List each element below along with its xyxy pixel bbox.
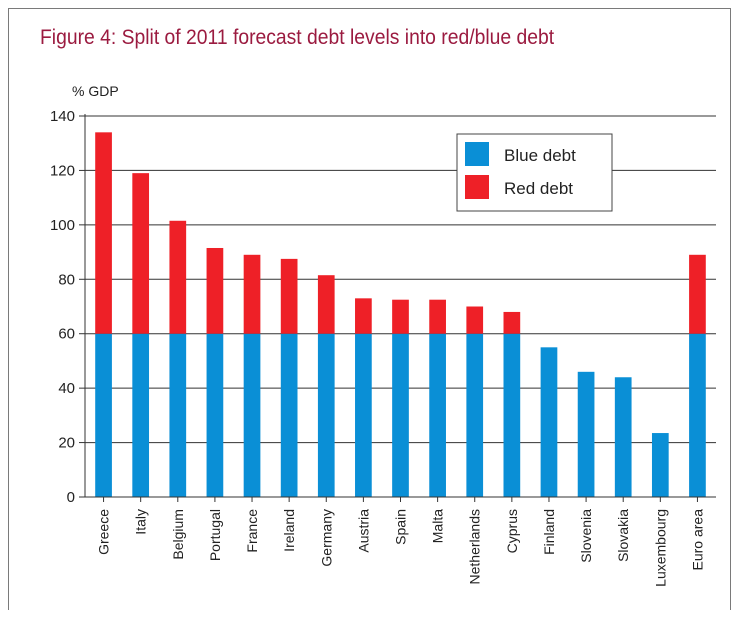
blue-debt-bar-malta <box>429 333 446 497</box>
red-debt-bar-italy <box>132 173 150 334</box>
blue-debt-bar-luxembourg <box>651 433 669 497</box>
chart-title: Figure 4: Split of 2011 forecast debt le… <box>40 26 555 49</box>
blue-debt-bar-italy <box>132 333 150 497</box>
legend-label-blue: Blue debt <box>504 146 576 165</box>
blue-debt-bar-portugal <box>206 333 224 497</box>
blue-debt-bar-cyprus <box>503 333 521 497</box>
blue-debt-bar-slovakia <box>614 377 632 497</box>
blue-debt-bar-germany <box>317 333 335 497</box>
y-tick-label: 100 <box>50 217 75 234</box>
red-debt-bar-france <box>243 254 261 334</box>
y-tick-label: 0 <box>67 489 75 506</box>
red-debt-bar-ireland <box>280 258 298 334</box>
x-tick-label: Netherlands <box>467 509 483 585</box>
x-tick-label: Portugal <box>207 509 223 561</box>
x-tick-label: Italy <box>133 509 149 535</box>
blue-debt-bar-euro-area <box>689 333 706 497</box>
x-tick-label: Belgium <box>170 509 186 560</box>
x-tick-label: Euro area <box>689 509 705 571</box>
blue-debt-bar-austria <box>355 333 372 497</box>
x-tick-label: Luxembourg <box>652 509 668 587</box>
red-debt-bar-belgium <box>169 220 187 334</box>
red-debt-bar-austria <box>355 298 372 334</box>
red-debt-bar-malta <box>429 299 446 334</box>
bars <box>95 132 706 497</box>
red-debt-bar-euro-area <box>689 254 706 334</box>
x-tick-label: Germany <box>318 509 334 567</box>
x-tick-label: Greece <box>96 509 112 555</box>
blue-debt-bar-spain <box>392 333 409 497</box>
blue-debt-bar-belgium <box>169 333 187 497</box>
x-tick-label: Cyprus <box>504 509 520 553</box>
x-tick-label: Austria <box>355 509 371 553</box>
y-tick-label: 40 <box>58 380 75 397</box>
x-tick-label: Spain <box>393 509 409 545</box>
x-tick-label: Slovakia <box>615 509 631 562</box>
y-tick-label: 60 <box>58 326 75 343</box>
axes: 0 20 40 60 80 100 120 140 Greece Italy Belgium Port… <box>50 108 716 587</box>
blue-debt-bar-slovenia <box>577 371 595 497</box>
x-tick-label: Slovenia <box>578 509 594 563</box>
y-tick-label: 20 <box>58 435 75 452</box>
x-tick-label: Malta <box>430 509 446 543</box>
blue-debt-bar-france <box>243 333 261 497</box>
blue-debt-bar-finland <box>540 347 558 497</box>
legend-label-red: Red debt <box>504 179 573 198</box>
x-tick-label: France <box>244 509 260 553</box>
y-tick-label: 120 <box>50 162 75 179</box>
red-debt-bar-greece <box>95 132 112 334</box>
x-tick-label: Ireland <box>281 509 297 552</box>
red-debt-bar-netherlands <box>466 306 484 334</box>
y-tick-label: 140 <box>50 108 75 125</box>
blue-debt-bar-greece <box>95 333 112 497</box>
blue-debt-bar-netherlands <box>466 333 484 497</box>
y-tick-label: 80 <box>58 271 75 288</box>
legend-swatch-red <box>465 175 489 199</box>
legend: Blue debt Red debt <box>456 133 613 212</box>
red-debt-bar-germany <box>317 275 335 334</box>
red-debt-bar-portugal <box>206 247 224 334</box>
legend-swatch-blue <box>465 142 489 166</box>
chart-frame <box>8 8 731 610</box>
y-axis-label: % GDP <box>72 83 119 99</box>
x-tick-label: Finland <box>541 509 557 555</box>
red-debt-bar-spain <box>392 299 409 334</box>
blue-debt-bar-ireland <box>280 333 298 497</box>
red-debt-bar-cyprus <box>503 311 521 334</box>
